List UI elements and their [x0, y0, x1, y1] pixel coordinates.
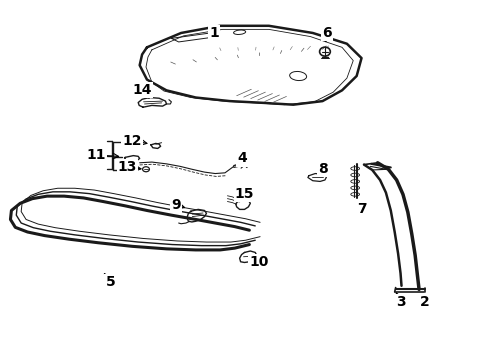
Text: 9: 9	[171, 198, 181, 212]
Text: 12: 12	[122, 134, 142, 148]
Text: 8: 8	[317, 162, 327, 176]
Text: 13: 13	[118, 161, 137, 175]
Text: 11: 11	[86, 148, 105, 162]
Text: 14: 14	[132, 84, 152, 97]
Text: 10: 10	[249, 256, 268, 270]
Text: 1: 1	[209, 26, 219, 40]
Text: 6: 6	[322, 26, 331, 40]
Text: 4: 4	[237, 152, 246, 166]
Text: 7: 7	[356, 202, 366, 216]
Text: 15: 15	[234, 187, 254, 201]
Text: 5: 5	[105, 275, 115, 289]
Text: 2: 2	[419, 295, 429, 309]
Text: 3: 3	[395, 295, 405, 309]
